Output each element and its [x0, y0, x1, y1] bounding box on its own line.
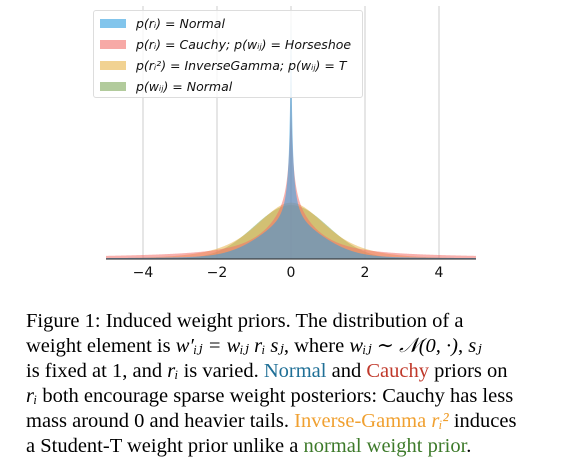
caption-math: rᵢ [167, 360, 179, 382]
caption-text: is fixed at 1, and [26, 360, 168, 382]
legend-entry-normal-r: p(rᵢ) = Normal [100, 14, 225, 32]
legend-entry-inversegamma-t: p(rᵢ²) = InverseGamma; p(wᵢⱼ) = T [100, 56, 346, 74]
caption-text: a Student-T weight prior unlike a [26, 435, 304, 457]
legend-swatch-normal-r [100, 18, 126, 28]
caption-text: is varied. [178, 360, 264, 382]
caption-line-3: is fixed at 1, and rᵢ is varied. Normal … [26, 359, 566, 384]
legend: p(rᵢ) = Normal p(rᵢ) = Cauchy; p(wᵢⱼ) = … [93, 10, 363, 98]
caption-line-5: mass around 0 and heavier tails. Inverse… [26, 409, 566, 434]
legend-label-normal-w: p(wᵢⱼ) = Normal [136, 78, 233, 94]
caption-text: and [326, 360, 367, 382]
caption-text: both encourage sparse weight posteriors:… [37, 385, 514, 407]
caption-line-4: rᵢ both encourage sparse weight posterio… [26, 384, 566, 409]
caption-line-1: Figure 1: Induced weight priors. The dis… [26, 309, 566, 334]
caption-text: , [458, 335, 469, 357]
legend-swatch-cauchy-horseshoe [100, 39, 126, 49]
legend-label-inversegamma-t: p(rᵢ²) = InverseGamma; p(wᵢⱼ) = T [136, 57, 347, 73]
caption-normal-weight-highlight: normal weight prior [303, 435, 467, 457]
caption-inverse-gamma-highlight: Inverse-Gamma [294, 410, 427, 432]
x-tick-labels: −4 −2 0 2 4 [133, 265, 444, 281]
legend-entry-normal-w: p(wᵢⱼ) = Normal [100, 77, 232, 95]
caption-math: wᵢⱼ ∼ 𝒩(0, ·) [349, 335, 458, 357]
caption-line-2: weight element is w′ᵢⱼ = wᵢⱼ rᵢ sⱼ, wher… [26, 334, 566, 359]
legend-entry-cauchy-horseshoe: p(rᵢ) = Cauchy; p(wᵢⱼ) = Horseshoe [100, 35, 351, 53]
density-areas [106, 14, 476, 259]
x-tick-label: 0 [287, 265, 296, 281]
caption-text: . [466, 435, 472, 457]
caption-text: priors on [428, 360, 508, 382]
legend-label-cauchy-horseshoe: p(rᵢ) = Cauchy; p(wᵢⱼ) = Horseshoe [136, 36, 352, 52]
x-tick-label: 4 [435, 265, 444, 281]
caption-text: weight element is [26, 335, 176, 357]
caption-math: rᵢ [26, 385, 38, 407]
caption-text: , where [283, 335, 350, 357]
caption-text: mass around 0 and heavier tails. [26, 410, 295, 432]
caption-cauchy-highlight: Cauchy [366, 360, 429, 382]
caption-line-6: a Student-T weight prior unlike a normal… [26, 434, 566, 459]
caption-math: rᵢ² [426, 410, 449, 432]
x-tick-label: −2 [207, 265, 228, 281]
caption-normal-highlight: Normal [263, 360, 327, 382]
density-area-normal-scale-mixture [106, 14, 476, 259]
figure-caption: Figure 1: Induced weight priors. The dis… [26, 309, 566, 459]
legend-swatch-inversegamma-t [100, 60, 126, 70]
x-tick-label: 2 [361, 265, 370, 281]
figure-panel: −4 −2 0 2 4 p(rᵢ) = Normal p(rᵢ) = Cauchy; p… [93, 6, 476, 281]
caption-text: induces [448, 410, 517, 432]
caption-math: sⱼ [468, 335, 482, 357]
legend-swatch-normal-w [100, 81, 126, 91]
legend-label-normal-r: p(rᵢ) = Normal [136, 15, 225, 31]
x-tick-label: −4 [133, 265, 154, 281]
caption-math: w′ᵢⱼ = wᵢⱼ rᵢ sⱼ [175, 335, 284, 357]
caption-text: Figure 1: Induced weight priors. The dis… [26, 310, 464, 332]
